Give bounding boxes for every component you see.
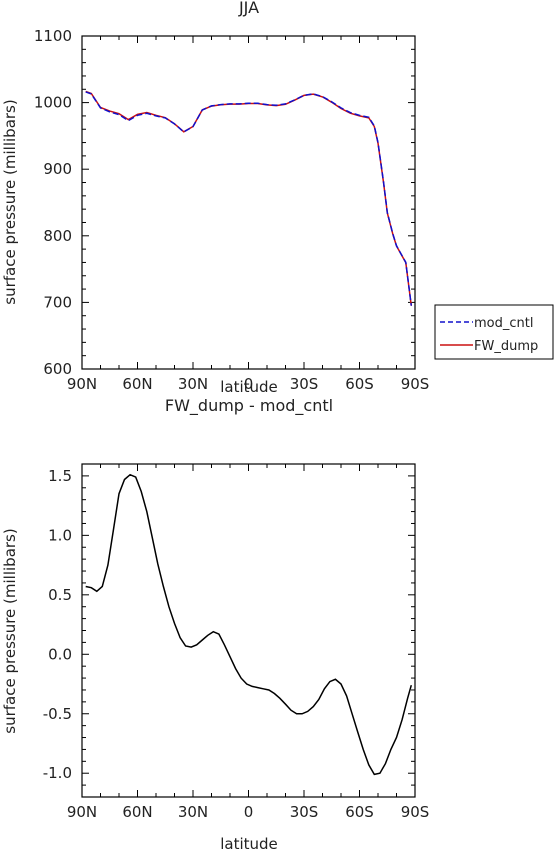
chart-top-series-line-mod-cntl [85, 91, 413, 306]
x-tick-label: 60N [122, 375, 152, 393]
x-tick-label: 90S [401, 803, 430, 821]
y-tick-label: 1.0 [48, 526, 72, 544]
chart-bottom-ticks: 90N 60N 30N 0 30S 60S 90S 1.5 1.0 0.5 0.0 -0.5 -1.0 [43, 463, 430, 821]
chart-bottom-plot-frame [81, 463, 416, 798]
x-tick-label: 60S [345, 375, 374, 393]
y-tick-label: -1.0 [43, 764, 72, 782]
chart-bottom-series-line-difference [85, 473, 413, 776]
x-tick-label: 90N [67, 803, 97, 821]
y-tick-label: 700 [43, 293, 72, 311]
chart-top: JJA 90N 60N 30N 0 30S 60S 90S 600 700 800 900 1000 1… [1, 0, 554, 396]
chart-top-plot-frame [81, 35, 416, 370]
chart-bottom-y-axis-label: surface pressure (millibars) [1, 528, 19, 733]
y-tick-label: 0.5 [48, 586, 72, 604]
y-tick-label: 900 [43, 160, 72, 178]
y-tick-label: -0.5 [43, 705, 72, 723]
x-tick-label: 90N [67, 375, 97, 393]
x-tick-label: 0 [244, 803, 254, 821]
chart-bottom-lines [85, 473, 413, 776]
y-tick-label: 600 [43, 360, 72, 378]
legend: mod_cntl FW_dump [434, 304, 554, 360]
x-tick-label: 30N [178, 803, 208, 821]
x-tick-label: 90S [401, 375, 430, 393]
x-tick-label: 60N [122, 803, 152, 821]
chart-top-ticks: 90N 60N 30N 0 30S 60S 90S 600 700 800 900 1000 1100 [34, 27, 429, 393]
y-tick-label: 800 [43, 227, 72, 245]
legend-label-mod-cntl: mod_cntl [474, 316, 533, 331]
chart-top-x-axis-label: latitude [220, 378, 278, 396]
chart-top-lines [85, 90, 413, 306]
chart-bottom-title: FW_dump - mod_cntl [165, 396, 333, 416]
x-tick-label: 0 [244, 375, 254, 393]
chart-top-series-line-fw-dump [85, 90, 413, 306]
y-tick-label: 0.0 [48, 645, 72, 663]
chart-top-y-axis-label: surface pressure (millibars) [1, 99, 19, 304]
chart-top-title: JJA [238, 0, 259, 17]
x-tick-label: 60S [345, 803, 374, 821]
x-tick-label: 30S [290, 375, 319, 393]
legend-label-fw-dump: FW_dump [474, 339, 538, 354]
legend-box [434, 304, 554, 360]
y-tick-label: 1000 [34, 94, 72, 112]
y-tick-label: 1100 [34, 27, 72, 45]
chart-bottom-x-axis-label: latitude [220, 835, 278, 851]
y-tick-label: 1.5 [48, 467, 72, 485]
chart-bottom: FW_dump - mod_cntl 90N 60N 30N 0 30S 60S 90S 1.… [1, 396, 429, 851]
x-tick-label: 30S [290, 803, 319, 821]
x-tick-label: 30N [178, 375, 208, 393]
